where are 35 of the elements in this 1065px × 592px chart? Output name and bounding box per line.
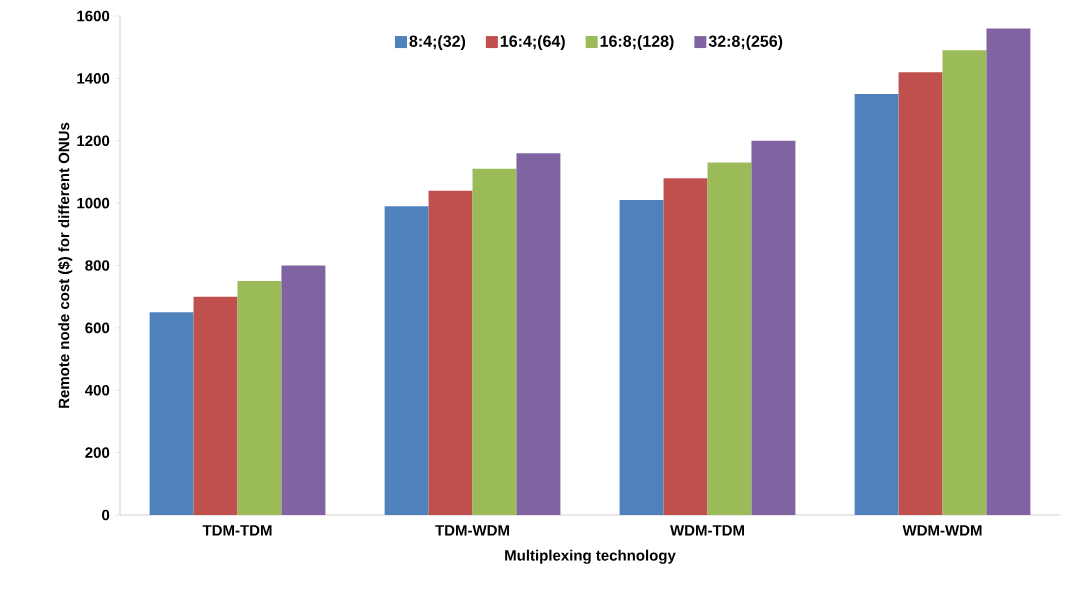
bar	[281, 265, 326, 515]
y-tick-label: 800	[85, 260, 110, 271]
bar	[472, 168, 517, 515]
legend-label: 8:4;(32)	[409, 35, 466, 51]
x-axis-title: Multiplexing technology	[505, 549, 676, 564]
legend-label: 32:8;(256)	[708, 35, 783, 51]
bar	[707, 162, 752, 515]
legend-label: 16:4;(64)	[500, 35, 565, 51]
bar	[751, 140, 796, 515]
bar	[619, 200, 664, 515]
x-tick-label: TDM-WDM	[435, 525, 509, 536]
bar	[516, 153, 561, 515]
x-tick-label: WDM-TDM	[670, 525, 744, 536]
bar	[942, 50, 987, 515]
bar	[237, 281, 282, 515]
y-tick-label: 1600	[77, 10, 110, 22]
x-tick-label: WDM-WDM	[902, 525, 982, 536]
bar	[384, 206, 429, 515]
bar	[898, 72, 943, 515]
legend-label: 16:8;(128)	[600, 35, 674, 51]
x-tick-label: TDM-TDM	[202, 525, 272, 536]
y-tick-label: 600	[85, 322, 110, 334]
bar	[854, 93, 899, 515]
bar	[986, 28, 1031, 515]
y-tick-label: 400	[85, 384, 110, 396]
y-tick-label: 1400	[77, 73, 110, 84]
bar	[428, 190, 473, 515]
bar	[663, 178, 708, 515]
bar	[193, 296, 238, 515]
bar	[149, 312, 194, 515]
y-tick-label: 0	[102, 509, 110, 521]
y-tick-label: 1200	[77, 135, 110, 147]
y-tick-label: 200	[85, 447, 110, 458]
y-tick-label: 1000	[77, 197, 110, 209]
y-axis-title: Remote node cost ($) for different ONUs	[57, 122, 73, 408]
